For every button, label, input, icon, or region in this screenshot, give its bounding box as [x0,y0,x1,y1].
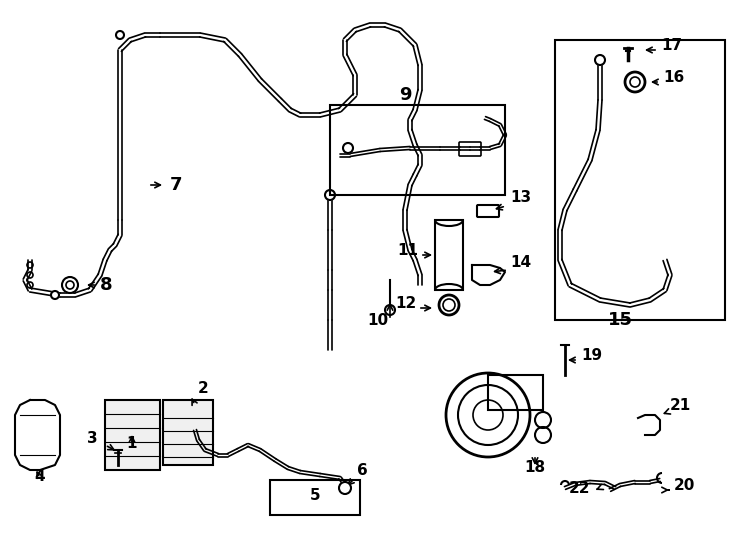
Text: 6: 6 [357,463,368,478]
Bar [330,105,505,195]
Circle shape [339,482,351,494]
Text: 21: 21 [670,398,691,413]
Bar [163,400,213,465]
Bar [488,375,543,410]
Text: 5: 5 [310,488,320,503]
Bar [555,40,725,320]
Text: 9: 9 [399,86,411,104]
Circle shape [625,72,645,92]
Text: 2: 2 [198,381,208,396]
Bar [105,400,160,470]
Text: 17: 17 [661,38,682,53]
Text: 18: 18 [524,460,545,475]
Circle shape [51,291,59,299]
Circle shape [62,277,78,293]
Circle shape [535,412,551,428]
Text: 3: 3 [87,431,98,446]
FancyBboxPatch shape [477,205,499,217]
Bar [435,220,463,290]
Text: 11: 11 [398,243,418,258]
Text: 10: 10 [368,313,388,328]
Text: 19: 19 [581,348,602,363]
Text: 15: 15 [608,311,633,329]
Circle shape [446,373,530,457]
Text: 4: 4 [34,469,46,484]
Text: 12: 12 [396,296,417,311]
Circle shape [343,143,353,153]
Text: 22: 22 [570,481,591,496]
Circle shape [535,427,551,443]
Text: 20: 20 [674,478,695,493]
Circle shape [385,305,395,315]
Text: 14: 14 [510,255,531,270]
Circle shape [325,190,335,200]
Circle shape [595,55,605,65]
Circle shape [439,295,459,315]
Bar [270,480,360,515]
Text: 16: 16 [663,70,684,85]
Text: 7: 7 [170,176,183,194]
Text: 13: 13 [510,190,531,205]
Text: 8: 8 [100,276,112,294]
Text: 1: 1 [127,436,137,451]
Circle shape [116,31,124,39]
